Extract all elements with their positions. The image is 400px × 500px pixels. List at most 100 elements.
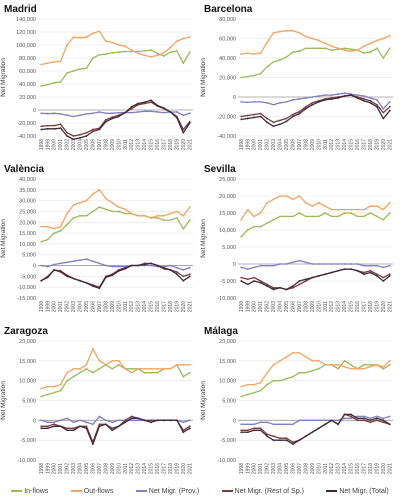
x-tick-label-malaga: 2020 bbox=[381, 463, 387, 474]
data-point-out-flows-zaragoza bbox=[66, 371, 68, 374]
data-point-in-flows-malaga bbox=[298, 371, 301, 374]
data-point-net-migr-prov-sevilla bbox=[375, 264, 378, 267]
data-point-net-migr-total-zaragoza bbox=[72, 429, 75, 432]
data-point-net-migr-total-madrid bbox=[59, 127, 62, 130]
data-point-net-migr-prov-madrid bbox=[175, 111, 178, 113]
data-point-net-migr-total-malaga bbox=[291, 443, 294, 446]
data-point-net-migr-total-zaragoza bbox=[85, 427, 88, 430]
data-point-out-flows-zaragoza bbox=[104, 363, 107, 366]
y-tick-label-barcelona: 20,000 bbox=[219, 76, 236, 82]
x-tick-label-barcelona: 2007 bbox=[297, 139, 303, 150]
data-point-net-migr-total-valencia bbox=[150, 262, 152, 265]
x-tick-label-madrid: 2018 bbox=[168, 139, 174, 150]
x-tick-label-valencia: 2003 bbox=[71, 301, 77, 312]
data-point-net-migr-prov-barcelona bbox=[356, 94, 359, 96]
data-point-net-migr-total-zaragoza bbox=[98, 425, 101, 428]
series-line-in-flows-madrid bbox=[41, 49, 191, 87]
x-tick-label-malaga: 2018 bbox=[368, 463, 374, 474]
data-point-in-flows-valencia bbox=[163, 219, 165, 222]
data-point-out-flows-barcelona bbox=[369, 42, 372, 45]
data-point-net-migr-prov-malaga bbox=[356, 415, 359, 418]
data-point-net-migr-prov-malaga bbox=[304, 419, 307, 422]
data-point-net-migr-prov-valencia bbox=[40, 264, 43, 267]
data-point-net-migr-prov-malaga bbox=[350, 417, 352, 420]
data-point-net-migr-prov-zaragoza bbox=[117, 419, 120, 422]
data-point-out-flows-valencia bbox=[59, 225, 62, 228]
x-tick-label-zaragoza: 2003 bbox=[71, 463, 77, 474]
data-point-net-migr-prov-sevilla bbox=[291, 261, 294, 264]
data-point-net-migr-total-sevilla bbox=[337, 269, 340, 272]
data-point-net-migr-prov-madrid bbox=[163, 111, 165, 114]
data-point-out-flows-sevilla bbox=[291, 198, 294, 201]
x-tick-label-malaga: 2010 bbox=[316, 463, 322, 474]
x-tick-label-zaragoza: 2016 bbox=[155, 463, 161, 474]
series-line-net-migr-total-valencia bbox=[40, 262, 191, 289]
chart-title-zaragoza: Zaragoza bbox=[4, 326, 48, 337]
data-point-in-flows-zaragoza bbox=[117, 363, 120, 366]
x-tick-label-zaragoza: 2018 bbox=[168, 463, 174, 474]
y-tick-label-sevilla: 10,000 bbox=[219, 228, 236, 234]
data-point-net-migr-total-madrid bbox=[150, 99, 152, 102]
x-tick-label-valencia: 2013 bbox=[136, 301, 142, 312]
data-point-net-migr-total-zaragoza bbox=[79, 425, 81, 428]
data-point-net-migr-rest-of-sp-sevilla bbox=[240, 276, 243, 279]
data-point-in-flows-sevilla bbox=[350, 212, 352, 214]
x-tick-label-valencia: 2002 bbox=[65, 301, 71, 312]
x-tick-label-valencia: 2021 bbox=[187, 301, 193, 312]
data-point-out-flows-malaga bbox=[382, 365, 385, 368]
data-point-in-flows-madrid bbox=[46, 83, 49, 86]
series-line-out-flows-sevilla bbox=[240, 195, 391, 221]
data-point-net-migr-prov-sevilla bbox=[350, 263, 352, 265]
data-point-net-migr-prov-malaga bbox=[298, 419, 301, 422]
data-point-in-flows-madrid bbox=[188, 51, 191, 54]
data-point-net-migr-total-malaga bbox=[330, 419, 333, 422]
data-point-out-flows-valencia bbox=[156, 214, 159, 217]
data-point-out-flows-barcelona bbox=[311, 37, 314, 40]
data-point-net-migr-prov-madrid bbox=[117, 111, 120, 114]
data-point-net-migr-prov-barcelona bbox=[304, 97, 307, 99]
x-tick-label-zaragoza: 2013 bbox=[136, 463, 142, 474]
data-point-net-migr-prov-sevilla bbox=[298, 259, 301, 262]
y-tick-label-valencia: -10,000 bbox=[17, 285, 36, 291]
data-point-in-flows-sevilla bbox=[285, 215, 288, 218]
x-tick-label-zaragoza: 2014 bbox=[142, 463, 148, 474]
data-point-out-flows-zaragoza bbox=[175, 363, 178, 366]
data-point-out-flows-barcelona bbox=[382, 37, 385, 40]
data-point-net-migr-total-barcelona bbox=[363, 100, 365, 102]
data-point-out-flows-madrid bbox=[182, 37, 185, 40]
data-point-net-migr-prov-barcelona bbox=[317, 95, 320, 97]
data-point-net-migr-rest-of-sp-madrid bbox=[111, 116, 114, 119]
data-point-net-migr-rest-of-sp-madrid bbox=[91, 128, 94, 131]
data-point-out-flows-zaragoza bbox=[163, 367, 165, 370]
x-tick-label-sevilla: 2020 bbox=[381, 301, 387, 312]
data-point-out-flows-malaga bbox=[363, 367, 365, 370]
data-point-net-migr-total-madrid bbox=[169, 111, 172, 113]
data-point-in-flows-madrid bbox=[79, 68, 81, 70]
data-point-net-migr-prov-barcelona bbox=[382, 107, 385, 110]
x-tick-label-sevilla: 2013 bbox=[336, 301, 342, 312]
data-point-in-flows-valencia bbox=[182, 227, 185, 230]
data-point-out-flows-madrid bbox=[130, 49, 133, 52]
legend-swatch-net-prov bbox=[135, 490, 147, 492]
data-point-in-flows-zaragoza bbox=[40, 395, 43, 398]
data-point-out-flows-valencia bbox=[188, 206, 191, 209]
data-point-in-flows-barcelona bbox=[369, 51, 372, 54]
data-point-out-flows-malaga bbox=[311, 359, 314, 362]
x-tick-label-valencia: 2018 bbox=[168, 301, 174, 312]
data-point-out-flows-barcelona bbox=[337, 47, 340, 50]
x-tick-label-barcelona: 2019 bbox=[374, 139, 380, 150]
data-point-out-flows-madrid bbox=[85, 36, 88, 39]
data-point-net-migr-rest-of-sp-barcelona bbox=[272, 121, 275, 124]
data-point-net-migr-prov-madrid bbox=[53, 112, 56, 115]
legend-item-inflows: In-flows bbox=[11, 488, 48, 495]
data-point-net-migr-prov-malaga bbox=[337, 419, 340, 422]
data-point-out-flows-malaga bbox=[240, 385, 243, 388]
data-point-in-flows-barcelona bbox=[266, 65, 268, 68]
data-point-net-migr-total-malaga bbox=[279, 439, 281, 442]
data-point-net-migr-prov-malaga bbox=[291, 423, 294, 426]
data-point-in-flows-barcelona bbox=[388, 47, 391, 50]
data-point-net-migr-total-zaragoza bbox=[91, 443, 94, 446]
data-point-net-migr-total-madrid bbox=[137, 102, 140, 105]
data-point-in-flows-madrid bbox=[150, 49, 152, 52]
data-point-net-migr-rest-of-sp-malaga bbox=[279, 437, 281, 440]
